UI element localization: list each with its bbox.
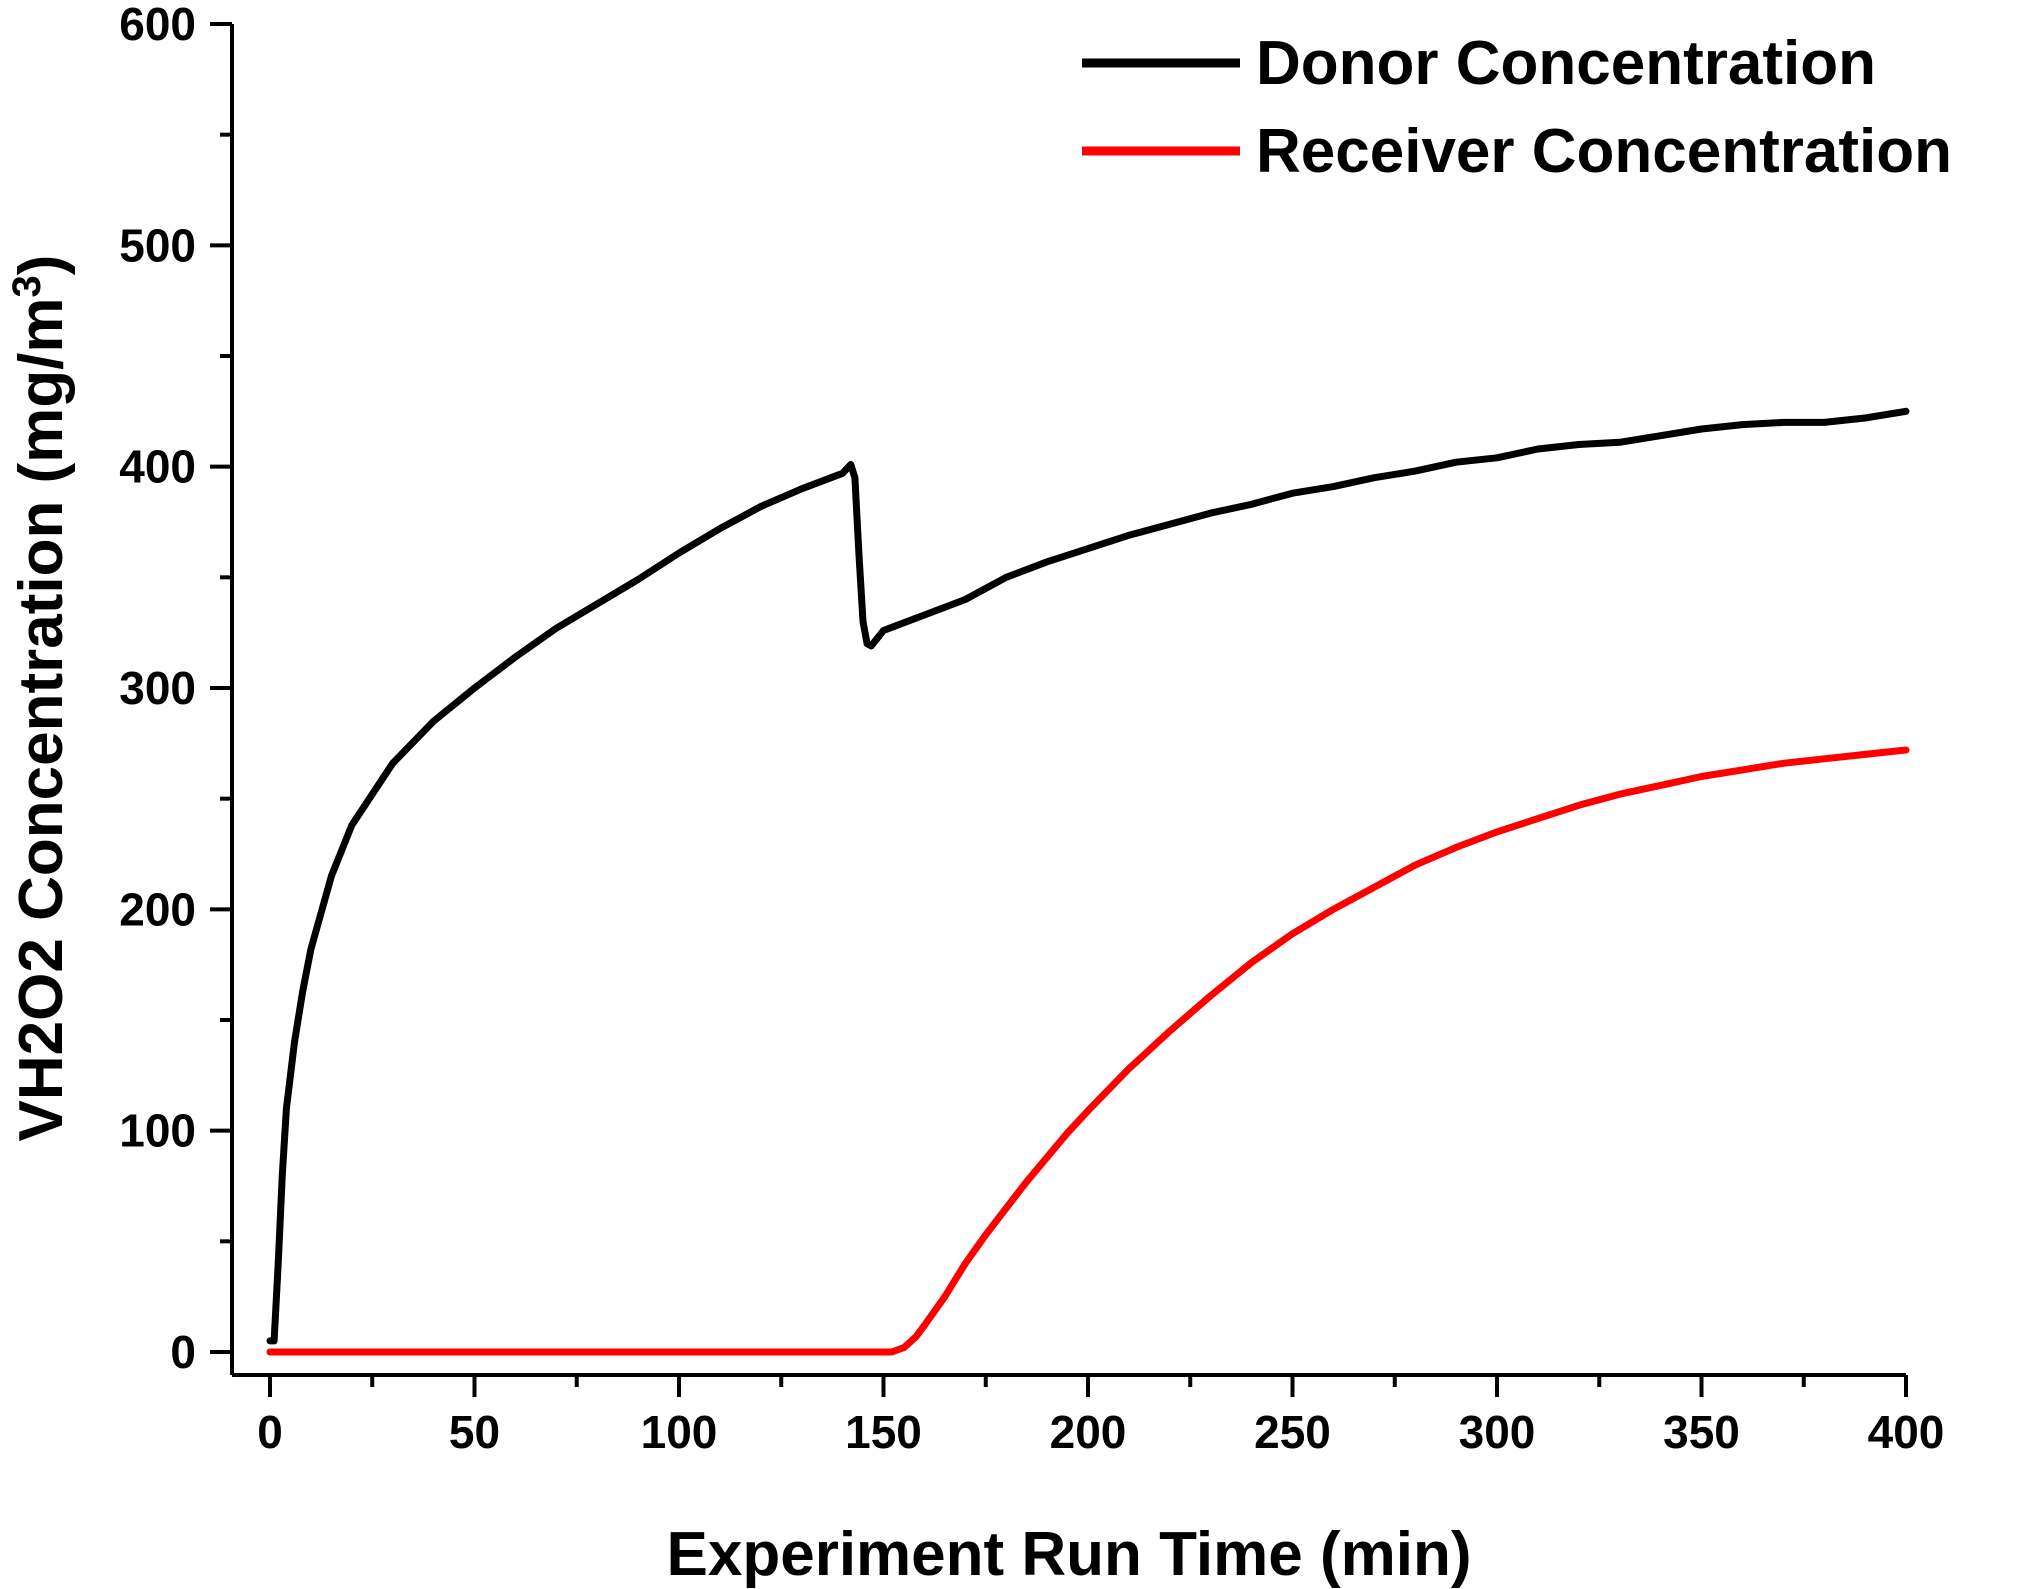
y-axis-title-end: ) [7,255,76,276]
x-ticks: 0 50 100 150 200 250 300 350 400 [257,1375,1944,1458]
x-tick-label: 200 [1050,1406,1127,1458]
x-tick-label: 50 [449,1406,500,1458]
x-tick-label: 300 [1459,1406,1536,1458]
y-tick-label: 400 [119,441,196,493]
x-tick-label: 150 [845,1406,922,1458]
series-layer [266,407,1910,1356]
legend: Donor Concentration Receiver Concentrati… [1082,29,1952,186]
y-axis-title: VH2O2 Concentration (mg/m3) [5,255,76,1142]
legend-label-donor: Donor Concentration [1256,29,1876,98]
legend-label-receiver: Receiver Concentration [1256,117,1952,186]
series-line-donor [266,407,1910,1345]
x-axis-title: Experiment Run Time (min) [667,1520,1472,1589]
x-tick-label: 250 [1254,1406,1331,1458]
y-tick-label: 600 [119,0,196,50]
y-tick-label: 0 [170,1326,196,1378]
y-tick-label: 300 [119,662,196,714]
y-ticks: 0 100 200 300 400 500 600 [119,0,232,1378]
y-tick-label: 200 [119,883,196,935]
x-tick-label: 350 [1663,1406,1740,1458]
y-tick-label: 500 [119,219,196,271]
axes [230,24,1906,1377]
y-axis-title-main: VH2O2 Concentration (mg/m [7,297,76,1141]
x-tick-label: 100 [641,1406,718,1458]
y-axis-title-sup: 3 [5,275,49,297]
x-tick-label: 0 [257,1406,283,1458]
y-tick-label: 100 [119,1105,196,1157]
series-line-receiver [266,746,1910,1356]
x-tick-label: 400 [1868,1406,1945,1458]
